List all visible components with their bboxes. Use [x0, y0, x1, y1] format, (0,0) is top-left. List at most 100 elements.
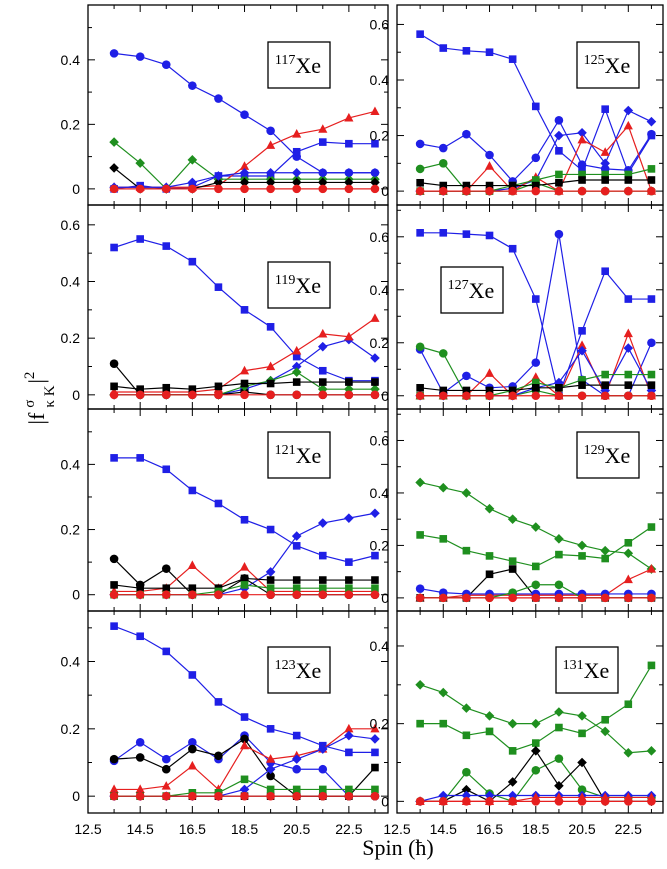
data-point	[439, 535, 448, 543]
data-point	[162, 383, 171, 392]
series-6	[415, 797, 656, 806]
data-point	[318, 390, 328, 400]
data-point	[646, 746, 657, 756]
series-6	[415, 593, 656, 603]
data-point	[439, 229, 448, 237]
data-point	[266, 184, 275, 194]
ylabel-suffix: |	[24, 379, 49, 383]
x-tick-label: 22.5	[615, 821, 642, 837]
data-point	[188, 486, 197, 495]
data-point	[531, 295, 540, 303]
data-point	[578, 170, 586, 179]
data-point	[318, 366, 327, 375]
x-tick-label: 20.5	[568, 821, 595, 837]
x-tick-label: 16.5	[476, 821, 503, 837]
data-point	[109, 49, 119, 58]
data-point	[647, 797, 656, 806]
data-point	[214, 791, 223, 801]
data-point	[623, 105, 634, 116]
data-point	[110, 581, 118, 589]
data-point	[647, 523, 656, 531]
nucleus-label-box	[576, 431, 640, 479]
data-point	[371, 785, 379, 794]
data-point	[647, 381, 656, 389]
data-point	[438, 159, 448, 168]
data-point	[623, 747, 634, 758]
series-line	[114, 457, 376, 563]
y-axis-title: |f σ κ K |2	[22, 372, 58, 425]
data-point	[554, 754, 564, 763]
data-point	[239, 784, 250, 795]
series-line	[419, 234, 652, 397]
data-point	[601, 176, 609, 184]
data-point	[239, 365, 250, 375]
y-tick-label: 0.4	[61, 654, 81, 670]
data-point	[623, 120, 633, 130]
data-point	[135, 738, 145, 747]
data-point	[508, 557, 517, 565]
series-0	[415, 477, 657, 574]
data-point	[292, 576, 301, 584]
data-point	[109, 590, 119, 600]
data-point	[601, 554, 609, 563]
y-tick-label: 0	[381, 590, 389, 606]
data-point	[578, 552, 586, 560]
data-point	[647, 338, 656, 348]
data-point	[344, 590, 354, 600]
data-point	[624, 370, 633, 379]
data-point	[531, 797, 541, 806]
data-point	[647, 186, 656, 196]
data-point	[485, 386, 494, 395]
nucleus-label-box	[267, 431, 331, 479]
nucleus-label: 117Xe	[275, 53, 321, 78]
data-point	[344, 184, 354, 194]
y-tick-label: 0	[72, 587, 80, 603]
nucleus-element: Xe	[605, 53, 631, 78]
y-tick-label: 0.2	[370, 335, 390, 351]
data-point	[531, 739, 540, 747]
nucleus-mass: 119	[275, 273, 295, 288]
data-point	[415, 593, 425, 603]
data-point	[624, 381, 633, 389]
y-tick-label: 0.2	[61, 330, 81, 346]
data-point	[531, 153, 541, 163]
data-point	[485, 186, 494, 196]
data-point	[265, 567, 276, 577]
data-point	[462, 797, 471, 806]
data-point	[161, 754, 171, 764]
data-point	[439, 181, 448, 190]
series-1	[416, 661, 656, 755]
data-point	[110, 382, 118, 391]
data-point	[318, 584, 327, 592]
data-point	[485, 727, 494, 736]
y-tick-label: 0.6	[370, 229, 390, 245]
data-point	[462, 230, 471, 238]
y-tick-label: 0.2	[370, 716, 390, 732]
data-point	[577, 340, 587, 350]
data-point	[214, 382, 223, 391]
data-point	[415, 797, 425, 806]
data-point	[647, 370, 656, 379]
data-point	[462, 391, 471, 401]
data-point	[462, 181, 471, 190]
data-point	[577, 757, 587, 768]
data-point	[647, 129, 656, 139]
ylabel-power: 2	[22, 372, 38, 380]
data-point	[624, 176, 633, 184]
data-point	[577, 391, 587, 401]
data-point	[266, 140, 276, 149]
data-point	[531, 372, 541, 381]
data-point	[161, 590, 171, 600]
x-tick-label: 12.5	[383, 821, 410, 837]
series-7	[415, 391, 656, 401]
nucleus-label: 121Xe	[275, 443, 322, 468]
data-point	[554, 115, 564, 125]
data-point	[187, 155, 198, 165]
data-point	[438, 687, 449, 698]
data-point	[266, 126, 275, 136]
data-point	[239, 740, 250, 750]
data-point	[601, 267, 609, 276]
data-point	[578, 176, 586, 184]
nucleus-label: 119Xe	[275, 273, 321, 298]
data-point	[508, 181, 517, 190]
